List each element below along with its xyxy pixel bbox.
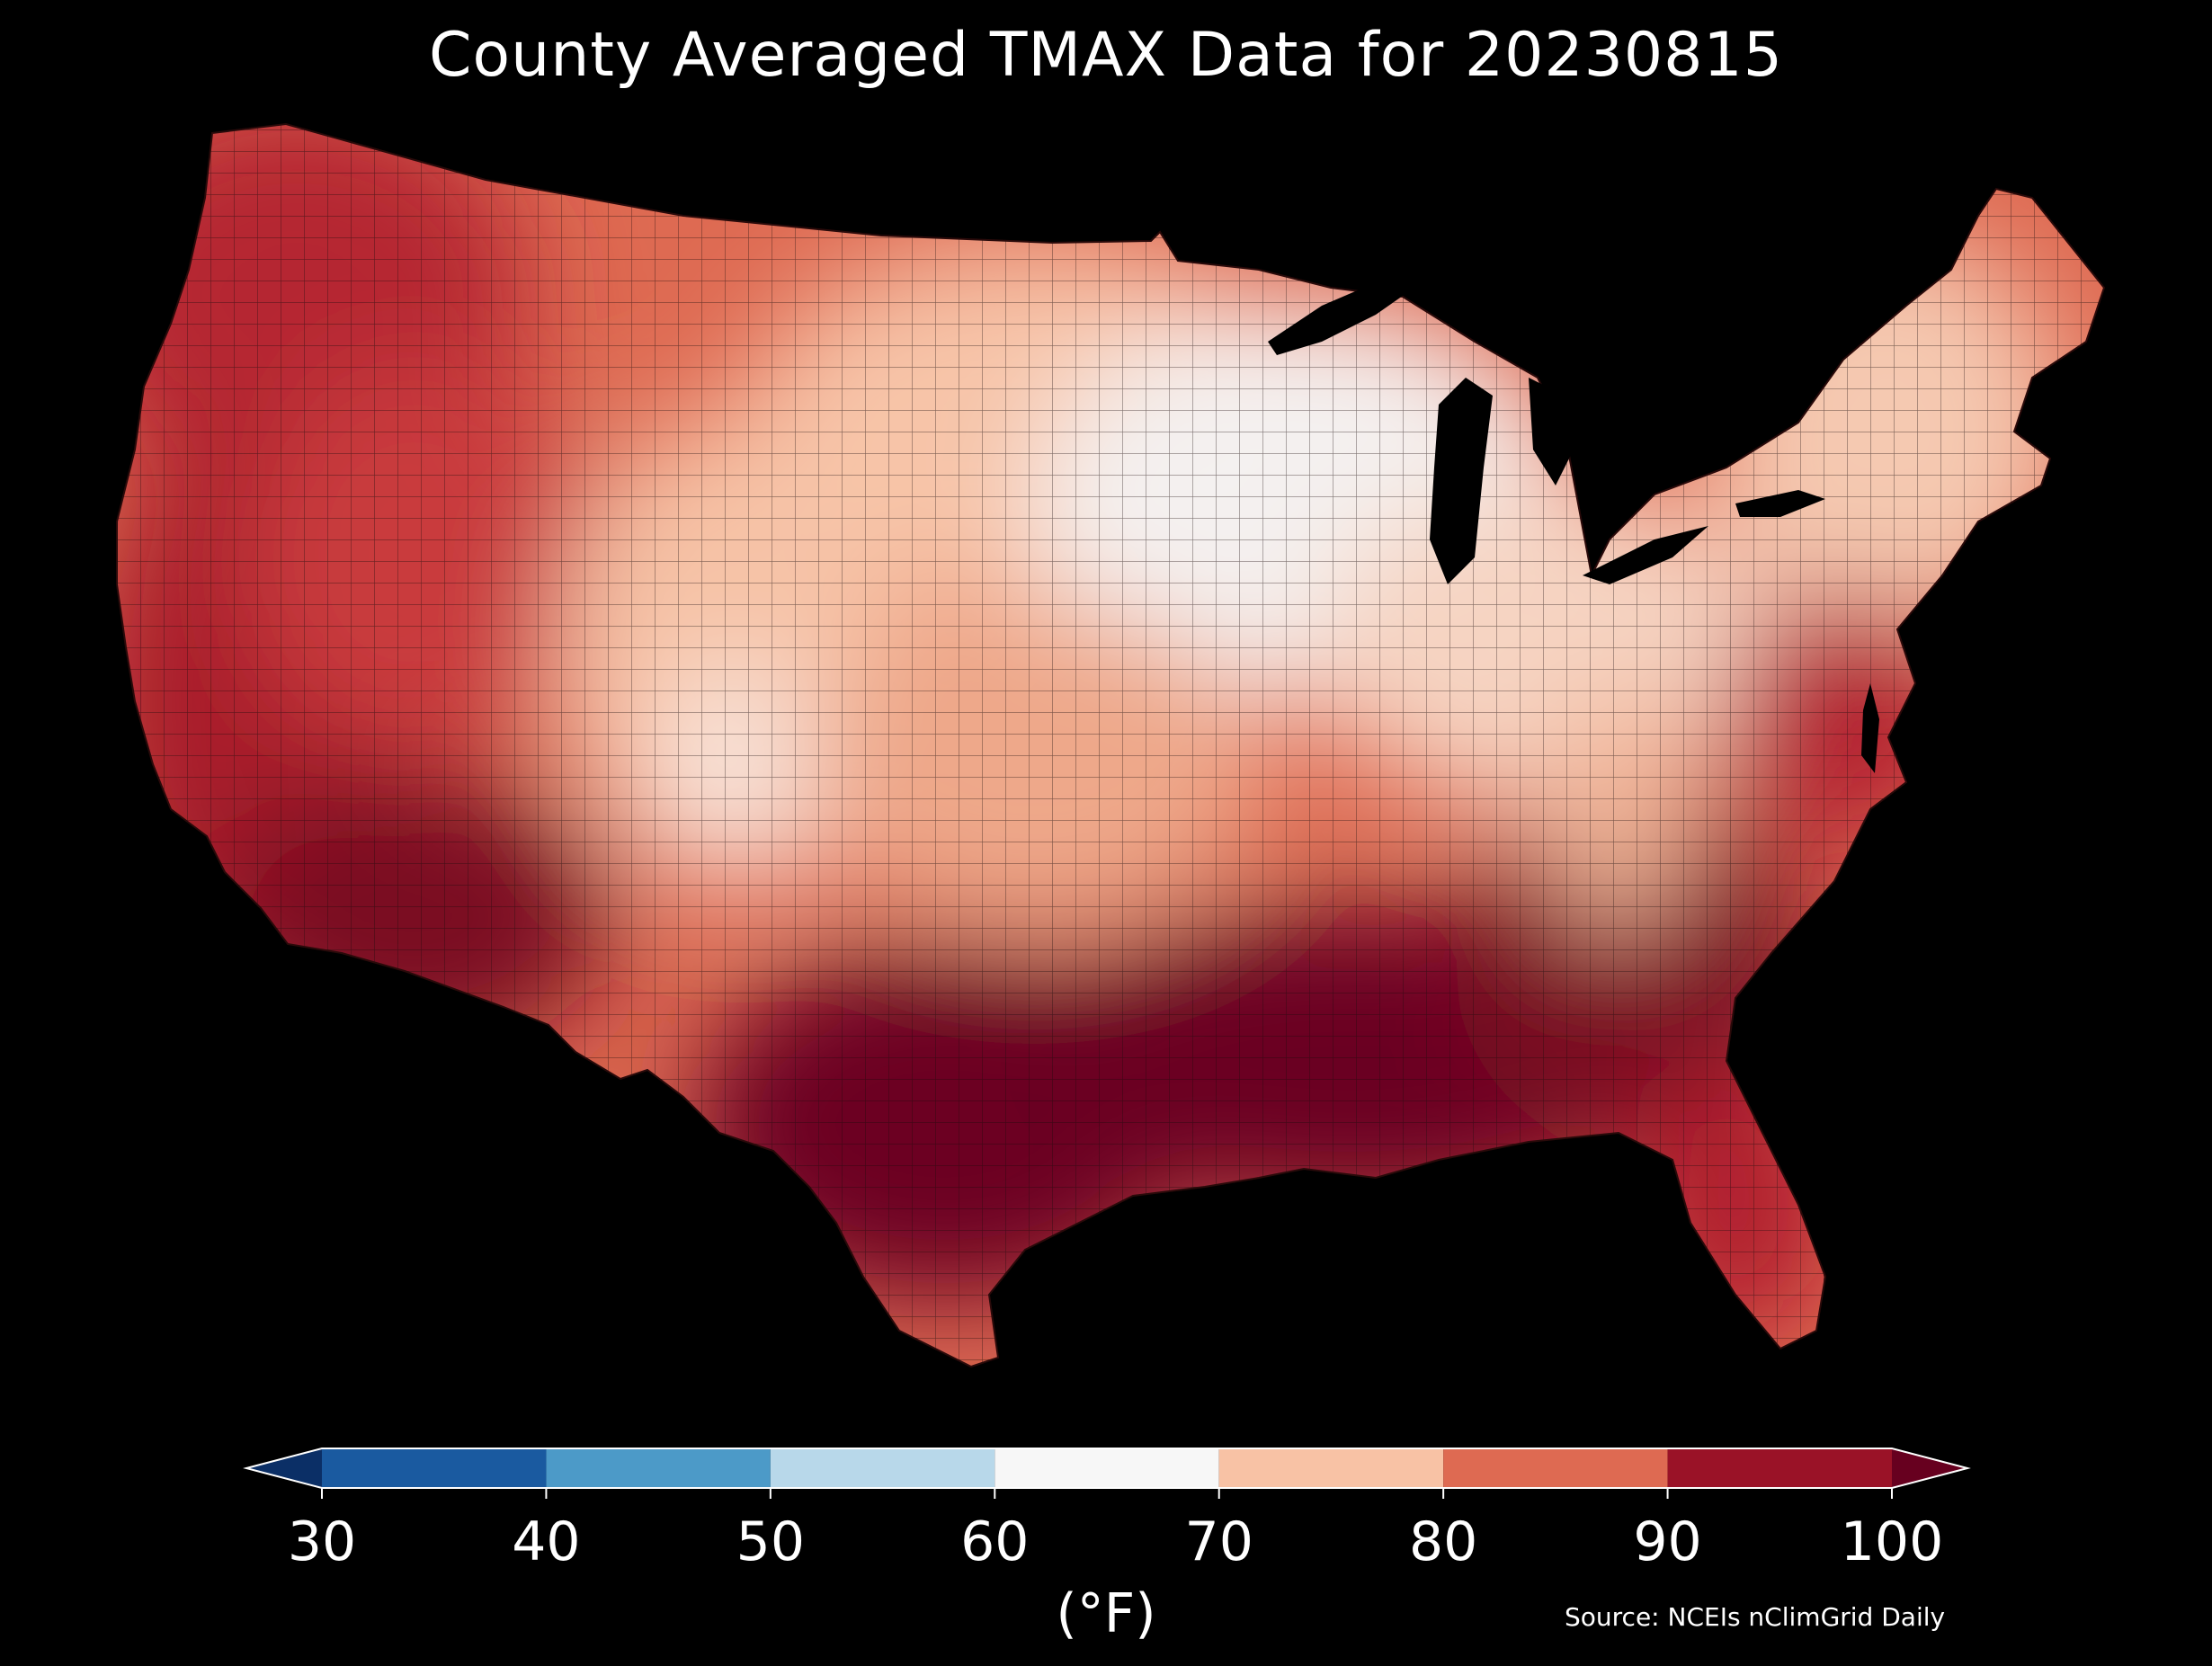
lake-superior	[1268, 279, 1421, 355]
colorbar-bin-5	[1443, 1448, 1668, 1488]
source-credit: Source: NCEIs nClimGrid Daily	[1565, 1602, 1946, 1632]
colorbar-units-label: (°F)	[1056, 1582, 1156, 1645]
colorbar-bin-0	[322, 1448, 547, 1488]
lake-ontario	[1735, 490, 1825, 517]
colorbar-tick-label: 90	[1633, 1510, 1702, 1573]
lake-erie	[1583, 526, 1708, 584]
colorbar-tick-label: 60	[960, 1510, 1030, 1573]
colorbar-over-arrow	[1892, 1448, 1967, 1488]
colorbar-bin-1	[546, 1448, 771, 1488]
colorbar-tick-label: 80	[1408, 1510, 1478, 1573]
colorbar-under-arrow	[246, 1448, 322, 1488]
chesapeake-bay	[1861, 683, 1879, 773]
colorbar-tick-label: 70	[1184, 1510, 1253, 1573]
us-outline	[116, 122, 2106, 1368]
lake-huron	[1529, 378, 1574, 486]
colorbar-bin-3	[995, 1448, 1219, 1488]
colorbar-tick-label: 40	[512, 1510, 581, 1573]
colorbar-bin-4	[1218, 1448, 1444, 1488]
map-title: County Averaged TMAX Data for 20230815	[429, 20, 1783, 91]
lake-michigan	[1430, 378, 1493, 584]
colorbar-tick-label: 50	[736, 1510, 806, 1573]
colorbar-bin-6	[1667, 1448, 1892, 1488]
colorbar-bin-2	[770, 1448, 995, 1488]
colorbar-tick-label: 100	[1840, 1510, 1944, 1573]
great-lakes	[1268, 279, 1879, 773]
colorbar-tick-label: 30	[287, 1510, 357, 1573]
